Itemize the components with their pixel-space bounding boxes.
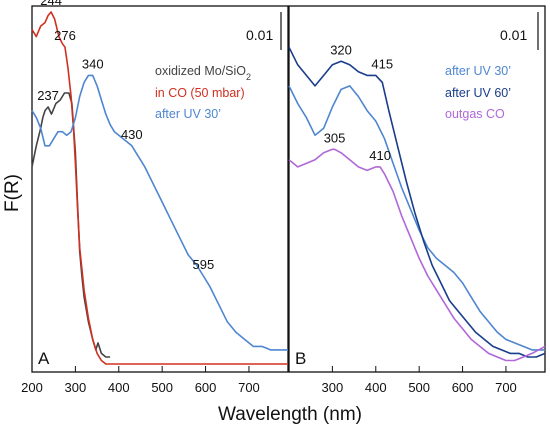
peak-label: 305 xyxy=(324,130,346,145)
peak-label: 340 xyxy=(82,56,104,71)
x-tick-label: 300 xyxy=(65,380,87,395)
panel-label: B xyxy=(295,349,306,368)
panel-a-frame xyxy=(31,5,289,373)
peak-label: 430 xyxy=(121,127,143,142)
x-tick-label: 600 xyxy=(452,380,474,395)
x-tick-label: 700 xyxy=(238,380,260,395)
x-tick-label: 700 xyxy=(495,380,517,395)
peak-label: 244 xyxy=(40,0,62,8)
series-line xyxy=(31,11,288,365)
peak-label: 415 xyxy=(371,56,393,71)
x-axis-label: Wavelength (nm) xyxy=(218,404,362,425)
x-tick-label: 400 xyxy=(365,380,387,395)
legend-entry: after UV 60’ xyxy=(445,86,511,100)
peak-label: 237 xyxy=(37,88,59,103)
series-line xyxy=(288,148,546,362)
x-tick-label: 500 xyxy=(408,380,430,395)
frames-layer xyxy=(31,5,546,373)
x-tick-label: 400 xyxy=(108,380,130,395)
text-layer: F(R) Wavelength (nm) 200 300 400 500 600 700 o… xyxy=(2,0,527,425)
legend-entry: in CO (50 mbar) xyxy=(155,86,245,100)
legend-entry: oxidized Mo/SiO2 xyxy=(155,64,251,82)
peak-label: 320 xyxy=(330,42,352,57)
legend-entry: after UV 30’ xyxy=(445,64,511,78)
peak-label: 276 xyxy=(54,28,76,43)
series-layer xyxy=(31,11,546,365)
x-tick-label: 600 xyxy=(195,380,217,395)
panel-label: A xyxy=(38,349,50,368)
y-axis-label: F(R) xyxy=(2,174,23,212)
x-tick-label: 200 xyxy=(21,380,43,395)
x-tick-label: 500 xyxy=(151,380,173,395)
peak-label: 410 xyxy=(369,148,391,163)
scale-bar-label: 0.01 xyxy=(500,27,527,43)
legend-entry: outgas CO xyxy=(445,107,505,121)
legend-entry: after UV 30’ xyxy=(155,107,221,121)
series-line xyxy=(31,74,288,351)
panel-b-frame xyxy=(288,5,546,373)
series-line xyxy=(288,46,546,358)
x-tick-label: 300 xyxy=(322,380,344,395)
scale-bar-label: 0.01 xyxy=(246,27,273,43)
peak-label: 595 xyxy=(193,257,215,272)
series-line xyxy=(288,85,545,351)
